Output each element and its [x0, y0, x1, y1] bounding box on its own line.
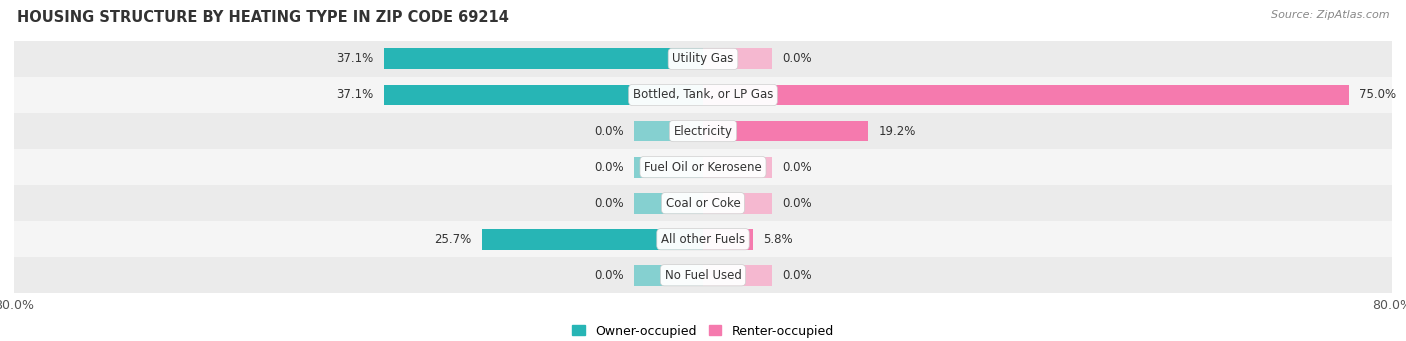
Bar — [14, 149, 1392, 185]
Text: Electricity: Electricity — [673, 124, 733, 137]
Text: 0.0%: 0.0% — [782, 161, 811, 174]
Bar — [703, 265, 772, 286]
Bar — [634, 193, 703, 213]
Text: Source: ZipAtlas.com: Source: ZipAtlas.com — [1271, 10, 1389, 20]
Bar — [703, 157, 772, 178]
Bar — [703, 229, 754, 250]
Text: 0.0%: 0.0% — [595, 197, 624, 210]
Text: 0.0%: 0.0% — [782, 53, 811, 65]
Bar — [384, 48, 703, 70]
Text: 37.1%: 37.1% — [336, 89, 373, 102]
Bar — [634, 121, 703, 142]
Text: 25.7%: 25.7% — [434, 233, 471, 246]
Bar — [384, 85, 703, 105]
Text: 0.0%: 0.0% — [782, 197, 811, 210]
Text: 37.1%: 37.1% — [336, 53, 373, 65]
Bar — [703, 85, 1348, 105]
Text: Coal or Coke: Coal or Coke — [665, 197, 741, 210]
Text: HOUSING STRUCTURE BY HEATING TYPE IN ZIP CODE 69214: HOUSING STRUCTURE BY HEATING TYPE IN ZIP… — [17, 10, 509, 25]
Text: 0.0%: 0.0% — [782, 269, 811, 282]
Bar — [14, 77, 1392, 113]
Bar — [14, 41, 1392, 77]
Bar — [703, 193, 772, 213]
Bar — [634, 157, 703, 178]
Legend: Owner-occupied, Renter-occupied: Owner-occupied, Renter-occupied — [568, 320, 838, 341]
Text: 5.8%: 5.8% — [763, 233, 793, 246]
Bar — [14, 113, 1392, 149]
Bar — [14, 185, 1392, 221]
Text: 0.0%: 0.0% — [595, 269, 624, 282]
Bar — [482, 229, 703, 250]
Text: 75.0%: 75.0% — [1360, 89, 1396, 102]
Bar — [14, 221, 1392, 257]
Text: All other Fuels: All other Fuels — [661, 233, 745, 246]
Text: 0.0%: 0.0% — [595, 124, 624, 137]
Text: Fuel Oil or Kerosene: Fuel Oil or Kerosene — [644, 161, 762, 174]
Text: 19.2%: 19.2% — [879, 124, 917, 137]
Text: Utility Gas: Utility Gas — [672, 53, 734, 65]
Text: Bottled, Tank, or LP Gas: Bottled, Tank, or LP Gas — [633, 89, 773, 102]
Bar — [703, 48, 772, 70]
Bar — [703, 121, 869, 142]
Text: No Fuel Used: No Fuel Used — [665, 269, 741, 282]
Bar — [634, 265, 703, 286]
Bar — [14, 257, 1392, 293]
Text: 0.0%: 0.0% — [595, 161, 624, 174]
